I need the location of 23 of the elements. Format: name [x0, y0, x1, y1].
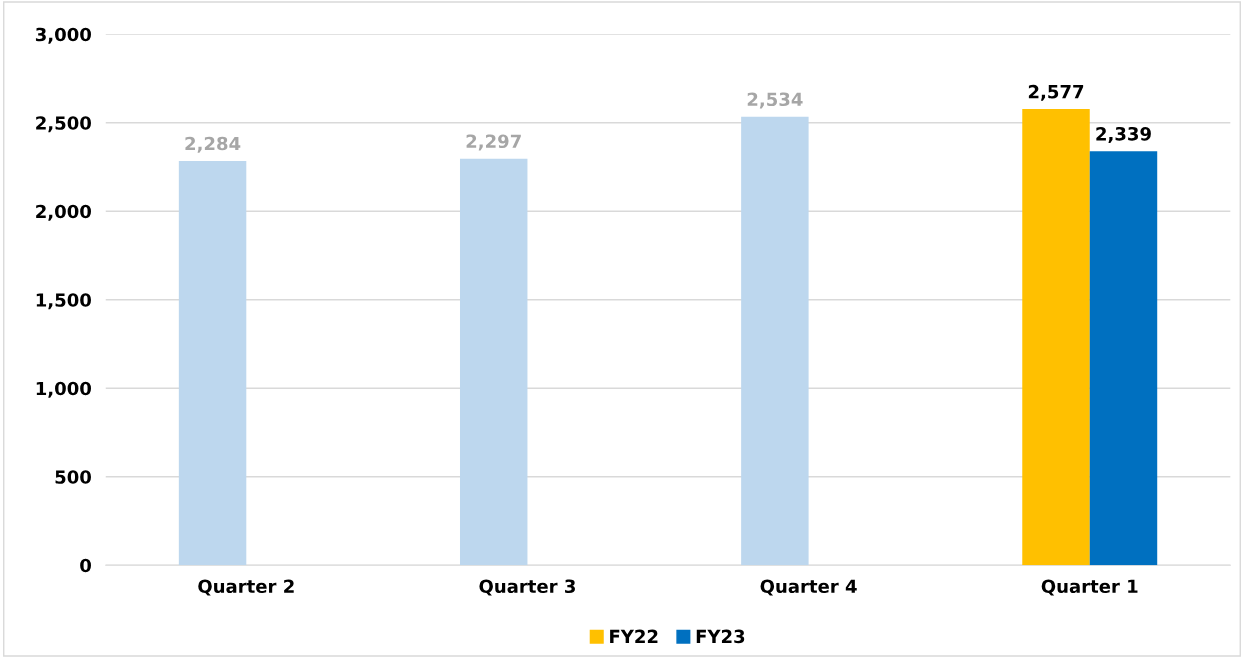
data-label: 2,284: [185, 136, 241, 153]
data-label: 2,339: [1096, 126, 1151, 143]
y-tick-label: 0: [80, 558, 91, 573]
y-tick-label: 3,000: [35, 27, 91, 44]
y-tick-label: 2,500: [36, 116, 91, 133]
y-tick-label: 2,000: [36, 204, 91, 221]
data-label: 2,534: [747, 92, 803, 109]
legend-label: FY22: [610, 629, 658, 643]
data-label: 2,297: [466, 134, 521, 151]
bar: [178, 160, 247, 566]
x-tick-label: Quarter 2: [198, 579, 294, 596]
y-tick-label: 1,500: [36, 293, 91, 310]
bar: [1022, 109, 1090, 566]
bar: [741, 116, 809, 566]
x-tick-label: Quarter 3: [479, 579, 575, 596]
x-tick-label: Quarter 1: [1041, 579, 1138, 596]
data-label: 2,577: [1028, 84, 1084, 101]
y-tick-label: 1,000: [36, 381, 91, 398]
bar: [1089, 151, 1158, 566]
legend-label: FY23: [696, 629, 745, 644]
bar: [459, 158, 528, 566]
y-tick-label: 500: [55, 470, 91, 484]
x-tick-label: Quarter 4: [760, 579, 857, 596]
